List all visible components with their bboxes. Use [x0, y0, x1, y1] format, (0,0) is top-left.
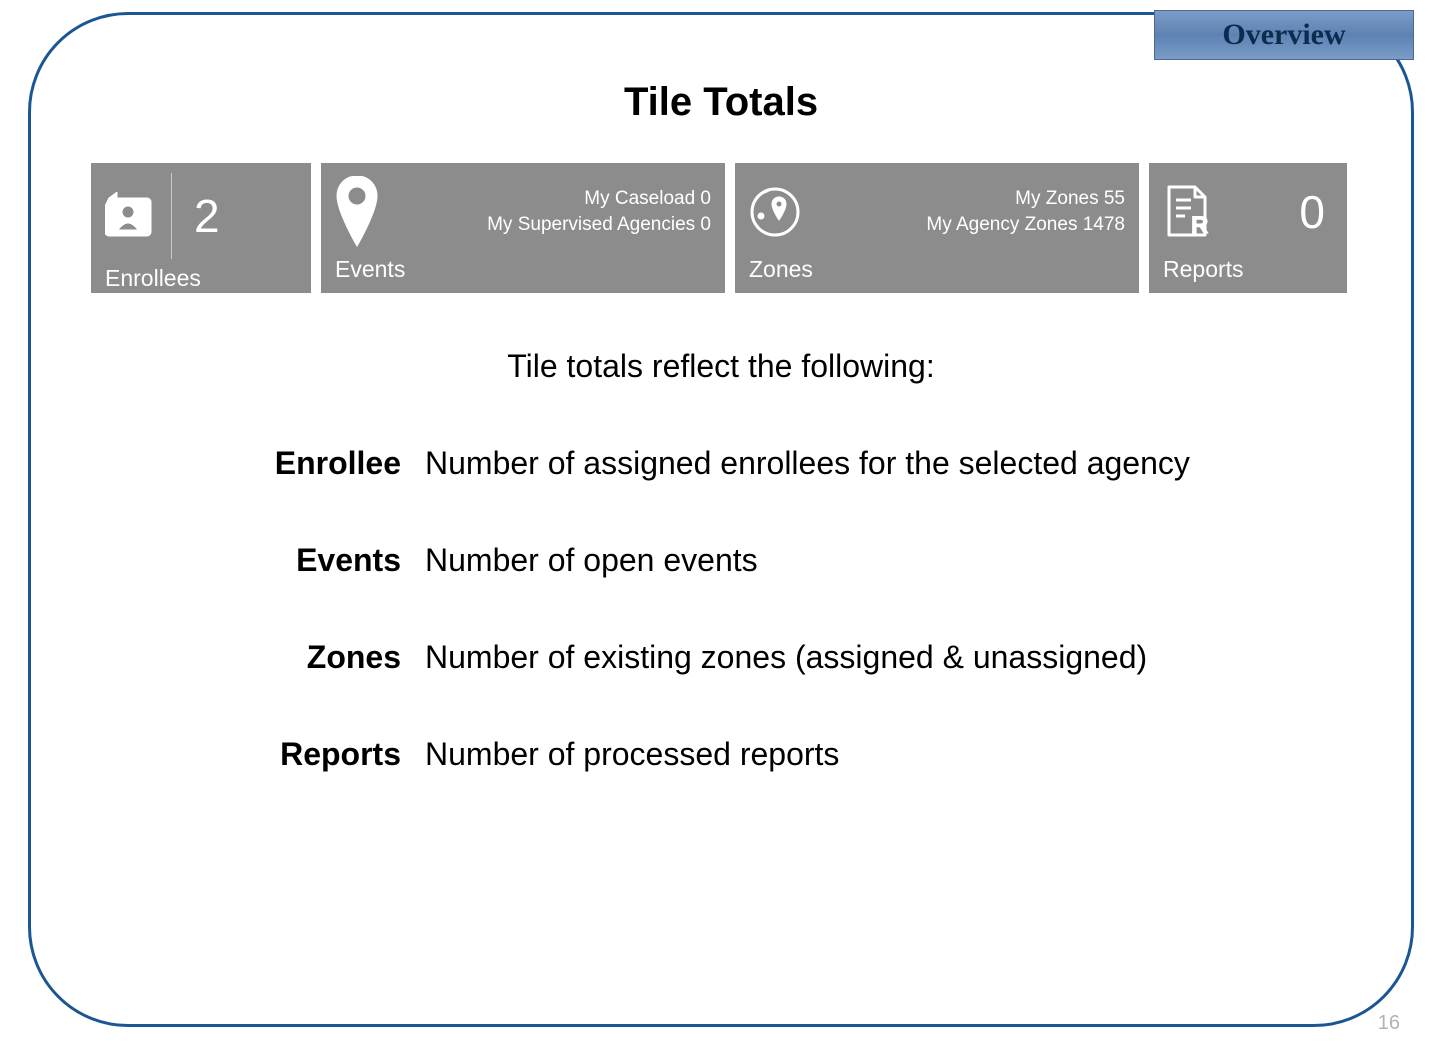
def-term-zones: Zones — [161, 639, 401, 676]
def-term-enrollee: Enrollee — [161, 445, 401, 482]
def-desc-reports: Number of processed reports — [425, 736, 1281, 773]
events-pin-icon — [335, 176, 379, 248]
tile-zones[interactable]: My Zones 55 My Agency Zones 1478 Zones — [735, 163, 1139, 293]
enrollees-label: Enrollees — [91, 259, 311, 302]
tile-events[interactable]: My Caseload 0 My Supervised Agencies 0 E… — [321, 163, 725, 293]
reports-label: Reports — [1149, 250, 1347, 293]
zones-icon — [749, 186, 801, 238]
intro-text: Tile totals reflect the following: — [81, 348, 1361, 385]
events-stats: My Caseload 0 My Supervised Agencies 0 — [487, 186, 711, 237]
tile-reports[interactable]: R 0 Reports — [1149, 163, 1347, 293]
zones-agencyzones: My Agency Zones 1478 — [926, 212, 1125, 238]
zones-myzones: My Zones 55 — [926, 186, 1125, 212]
enrollees-icon — [105, 192, 163, 240]
reports-icon: R — [1163, 185, 1213, 239]
svg-text:R: R — [1191, 212, 1208, 239]
overview-tab[interactable]: Overview — [1154, 10, 1414, 60]
events-supervised: My Supervised Agencies 0 — [487, 212, 711, 238]
enrollees-count: 2 — [194, 189, 220, 243]
events-label: Events — [321, 250, 725, 293]
def-term-reports: Reports — [161, 736, 401, 773]
zones-label: Zones — [735, 250, 1139, 293]
tile-enrollees[interactable]: 2 Enrollees — [91, 163, 311, 293]
def-desc-events: Number of open events — [425, 542, 1281, 579]
overview-tab-label: Overview — [1222, 18, 1345, 52]
tiles-row: 2 Enrollees My Caseload 0 My Supervised … — [91, 163, 1351, 293]
def-desc-enrollee: Number of assigned enrollees for the sel… — [425, 445, 1281, 482]
definitions-grid: Enrollee Number of assigned enrollees fo… — [161, 445, 1281, 773]
events-caseload: My Caseload 0 — [487, 186, 711, 212]
zones-stats: My Zones 55 My Agency Zones 1478 — [926, 186, 1125, 237]
def-desc-zones: Number of existing zones (assigned & una… — [425, 639, 1281, 676]
reports-count: 0 — [1299, 185, 1325, 239]
slide-frame: Tile Totals 2 Enrollees — [28, 12, 1414, 1027]
def-term-events: Events — [161, 542, 401, 579]
page-number: 16 — [1378, 1012, 1400, 1035]
page-title: Tile Totals — [81, 80, 1361, 125]
